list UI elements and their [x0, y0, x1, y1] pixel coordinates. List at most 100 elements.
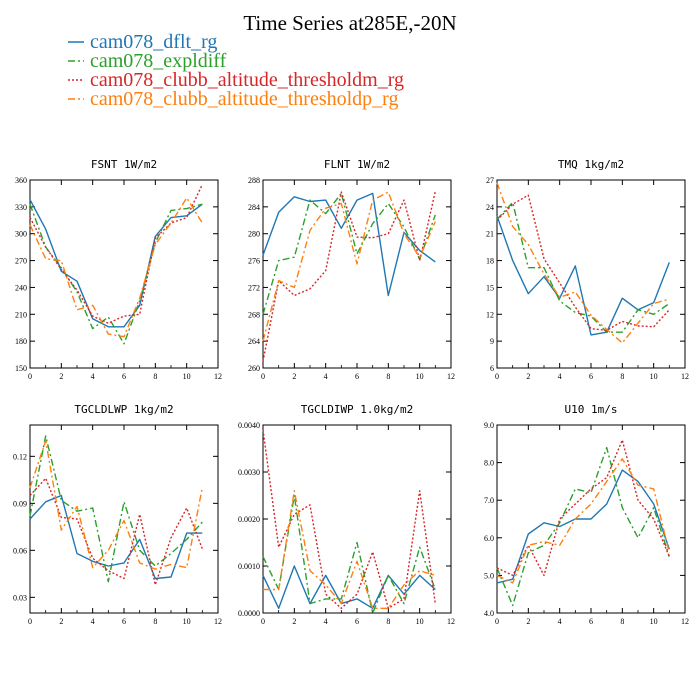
series-line-4: [262, 191, 436, 342]
x-tick-label: 4: [558, 372, 562, 381]
x-tick-label: 8: [153, 617, 157, 626]
series-line-2: [496, 201, 670, 333]
y-tick-label: 260: [248, 364, 260, 373]
legend-entry: cam078_dflt_rg: [68, 31, 217, 53]
axis-frame: [496, 179, 686, 369]
legend-entry: cam078_clubb_altitude_thresholdp_rg: [68, 88, 398, 110]
panel-title: TMQ 1kg/m2: [558, 158, 624, 171]
x-tick-label: 10: [650, 372, 658, 381]
legend-label: cam078_expldiff: [90, 50, 227, 72]
panel-title: U10 1m/s: [565, 403, 618, 416]
y-tick-label: 24: [486, 203, 494, 212]
y-tick-label: 15: [486, 283, 494, 292]
series-line-3: [29, 477, 203, 586]
legend-entry: cam078_expldiff: [68, 50, 227, 72]
y-tick-label: 12: [486, 310, 494, 319]
legend-label: cam078_clubb_altitude_thresholdm_rg: [90, 69, 404, 91]
y-tick-label: 6: [490, 364, 494, 373]
series-line-1: [262, 192, 436, 297]
chart-panel-flnt: FLNT 1W/m2 0 2 4 6 8 10 12 260 264 268 272 276 280 284…: [248, 158, 455, 381]
x-tick-label: 12: [681, 372, 689, 381]
y-tick-label: 360: [15, 176, 27, 185]
x-tick-label: 6: [355, 617, 359, 626]
x-tick-label: 6: [589, 372, 593, 381]
series-line-1: [29, 494, 203, 580]
x-tick-label: 2: [526, 372, 530, 381]
x-tick-label: 0: [495, 372, 499, 381]
x-tick-label: 4: [91, 617, 95, 626]
axis-frame: [29, 424, 219, 614]
x-tick-label: 12: [681, 617, 689, 626]
x-tick-label: 8: [386, 372, 390, 381]
panel-title: FLNT 1W/m2: [324, 158, 390, 171]
chart-panel-tgcldiwp: TGCLDIWP 1.0kg/m2 0 2 4 6 8 10 12 0.0000 0.0010 0.…: [238, 403, 455, 626]
series-line-4: [496, 458, 670, 584]
x-tick-label: 6: [122, 372, 126, 381]
x-tick-label: 8: [153, 372, 157, 381]
x-tick-label: 10: [650, 617, 658, 626]
y-tick-label: 27: [486, 176, 494, 185]
y-tick-label: 8.0: [484, 459, 494, 468]
y-tick-label: 210: [15, 310, 27, 319]
x-tick-label: 4: [324, 617, 328, 626]
legend-label: cam078_clubb_altitude_thresholdp_rg: [90, 88, 398, 110]
y-tick-label: 150: [15, 364, 27, 373]
y-tick-label: 9.0: [484, 421, 494, 430]
y-tick-label: 0.03: [13, 593, 27, 602]
chart-panel-fsnt: FSNT 1W/m2 0 2 4 6 8 10 12 150 180 210 240 270 300 330…: [15, 158, 222, 381]
x-tick-label: 6: [355, 372, 359, 381]
x-tick-label: 2: [292, 372, 296, 381]
y-tick-label: 5.0: [484, 571, 494, 580]
series-line-1: [496, 215, 670, 336]
x-tick-label: 2: [292, 617, 296, 626]
x-tick-label: 6: [589, 617, 593, 626]
series-line-2: [262, 192, 436, 315]
y-tick-label: 264: [248, 337, 260, 346]
chart-panel-u10: U10 1m/s 0 2 4 6 8 10 12 4.0 5.0 6.0 7.0 8.0 9.0: [484, 403, 689, 626]
x-tick-label: 4: [91, 372, 95, 381]
series-line-2: [29, 203, 203, 345]
x-tick-label: 0: [495, 617, 499, 626]
x-tick-label: 6: [122, 617, 126, 626]
y-tick-label: 7.0: [484, 496, 494, 505]
y-tick-label: 21: [486, 230, 494, 239]
y-tick-label: 300: [15, 230, 27, 239]
y-tick-label: 276: [248, 257, 260, 266]
panel-title: TGCLDIWP 1.0kg/m2: [301, 403, 414, 416]
axis-frame: [262, 424, 452, 614]
y-tick-label: 0.06: [13, 546, 27, 555]
x-tick-label: 12: [214, 372, 222, 381]
y-tick-label: 0.0010: [238, 562, 260, 571]
series-line-2: [29, 435, 203, 583]
y-tick-label: 330: [15, 203, 27, 212]
x-tick-label: 2: [59, 617, 63, 626]
chart-panel-tgcldlwp: TGCLDLWP 1kg/m2 0 2 4 6 8 10 12 0.03 0.06 0.09 0.12: [13, 403, 222, 626]
x-tick-label: 4: [324, 372, 328, 381]
x-tick-label: 4: [558, 617, 562, 626]
y-tick-label: 0.09: [13, 499, 27, 508]
x-tick-label: 10: [183, 617, 191, 626]
x-tick-label: 12: [447, 372, 455, 381]
series-line-4: [496, 182, 670, 344]
y-tick-label: 6.0: [484, 534, 494, 543]
series-line-2: [262, 494, 436, 614]
y-tick-label: 240: [15, 283, 27, 292]
series-line-4: [29, 440, 203, 570]
x-tick-label: 2: [526, 617, 530, 626]
x-tick-label: 0: [261, 617, 265, 626]
legend: cam078_dflt_rgcam078_expldiffcam078_club…: [68, 31, 404, 110]
x-tick-label: 12: [447, 617, 455, 626]
y-tick-label: 0.0000: [238, 609, 260, 618]
panel-title: TGCLDLWP 1kg/m2: [74, 403, 173, 416]
y-tick-label: 0.0030: [238, 468, 260, 477]
x-tick-label: 10: [183, 372, 191, 381]
x-tick-label: 8: [620, 372, 624, 381]
series-line-1: [262, 565, 436, 609]
series-line-4: [29, 197, 203, 338]
y-tick-label: 284: [248, 203, 260, 212]
y-tick-label: 0.0020: [238, 515, 260, 524]
series-line-3: [262, 191, 436, 362]
figure-title: Time Series at285E,-20N: [243, 11, 456, 35]
